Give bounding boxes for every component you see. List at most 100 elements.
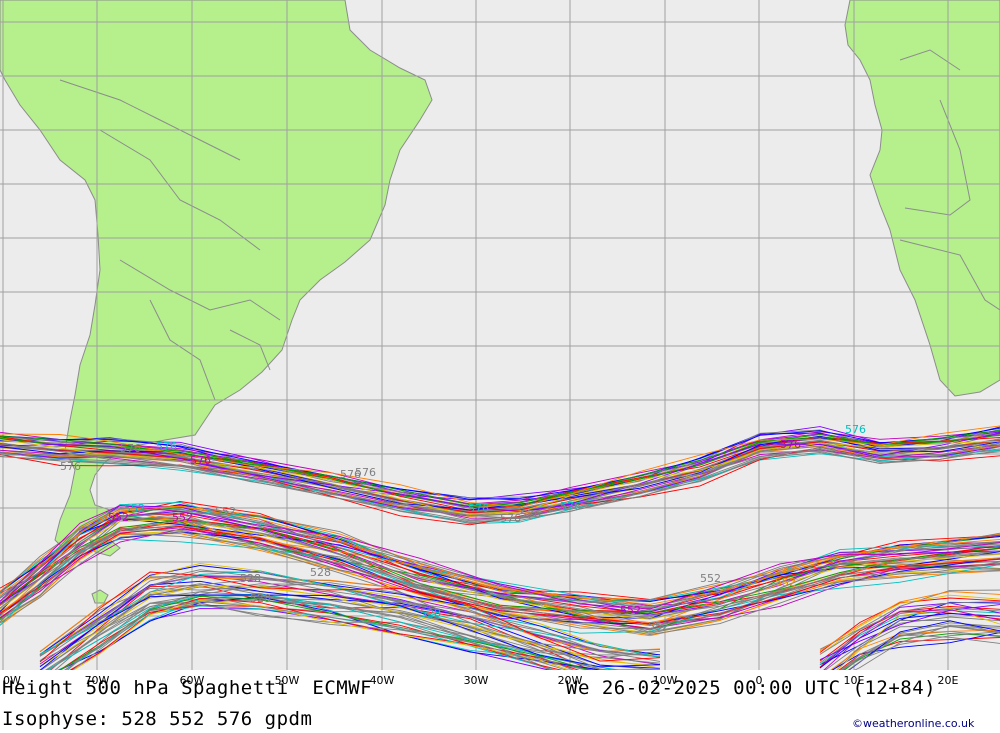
ensemble-member-line	[819, 607, 1000, 686]
contour-label: 552	[700, 572, 721, 585]
ensemble-member-line	[819, 631, 1000, 684]
contour-ensemble	[0, 425, 1000, 696]
ensemble-member-line	[0, 431, 1000, 505]
valid-time: We 26-02-2025 00:00 UTC (12+84)	[566, 677, 937, 699]
contour-label: 552	[215, 505, 236, 518]
ensemble-member-line	[819, 591, 1000, 652]
ensemble-member-line	[819, 629, 1000, 679]
ensemble-member-line	[39, 571, 661, 663]
contour-label: 528	[420, 607, 441, 620]
ensemble-member-line	[39, 569, 661, 662]
contour-label: 552	[124, 502, 145, 515]
contour-label: 576	[355, 466, 376, 479]
ensemble-member-line	[39, 594, 661, 675]
ensemble-member-line	[819, 616, 1000, 675]
ensemble-member-line	[0, 505, 1000, 610]
ensemble-member-line	[39, 585, 661, 664]
contour-label: 576	[120, 442, 141, 455]
ensemble-member-line	[0, 529, 1000, 631]
ensemble-member-line	[819, 609, 1000, 674]
ensemble-member-line	[0, 430, 1000, 505]
ensemble-member-line	[819, 604, 1000, 661]
ensemble-member-line	[819, 594, 1000, 655]
south-america-landmass	[0, 0, 433, 551]
contour-label: 528	[240, 572, 261, 585]
ensemble-member-line	[0, 427, 1000, 500]
ensemble-member-line	[0, 531, 1000, 635]
ensemble-member-line	[0, 506, 1000, 605]
ensemble-member-line	[819, 597, 1000, 653]
ensemble-member-line	[39, 585, 661, 669]
contour-label: 576	[520, 508, 541, 521]
contour-label: 576	[156, 440, 177, 453]
ensemble-member-line	[0, 438, 1000, 517]
footer-band	[0, 670, 1000, 733]
contour-label: 552	[648, 620, 669, 633]
ensemble-member-line	[0, 519, 1000, 614]
contour-label: 576	[780, 438, 801, 451]
country-borders	[59, 49, 1000, 401]
ensemble-member-line	[0, 446, 1000, 516]
contour-label: 528	[250, 592, 271, 605]
longitude-label: 40W	[370, 674, 395, 687]
ensemble-member-line	[0, 512, 1000, 604]
ensemble-member-line	[819, 602, 1000, 669]
ensemble-member-line	[819, 607, 1000, 664]
ensemble-member-line	[0, 510, 1000, 616]
ensemble-member-line	[39, 583, 661, 678]
longitude-label: 70W	[85, 674, 110, 687]
ensemble-member-line	[0, 443, 1000, 521]
longitude-labels: 0W 70W 60W 50W 40W 30W 20W 10W 0 10E 20E	[3, 674, 959, 687]
ensemble-member-line	[39, 565, 661, 656]
ensemble-member-line	[0, 519, 1000, 620]
ensemble-member-line	[0, 507, 1000, 612]
ensemble-member-line	[39, 597, 661, 692]
ensemble-member-line	[39, 600, 661, 694]
contour-label: 576	[500, 512, 521, 525]
map-title: Height 500 hPa Spaghetti ECMWF	[2, 677, 373, 699]
ensemble-member-line	[0, 528, 1000, 624]
africa-landmass	[844, 0, 1000, 397]
ensemble-member-line	[39, 580, 661, 671]
contour-label: 576	[845, 423, 866, 436]
contour-label: 576	[60, 460, 81, 473]
falkland-islands	[91, 589, 109, 604]
longitude-label: 30W	[464, 674, 489, 687]
longitude-label: 60W	[180, 674, 205, 687]
longitude-label: 50W	[275, 674, 300, 687]
ensemble-member-line	[0, 516, 1000, 619]
longitude-label: 20W	[558, 674, 583, 687]
contour-label: 552	[172, 511, 193, 524]
longitude-label: 10W	[653, 674, 678, 687]
contour-label: 576	[340, 468, 361, 481]
credit-link[interactable]: ©weatheronline.co.uk	[852, 717, 975, 730]
ensemble-member-line	[0, 531, 1000, 625]
longitude-label: 0	[756, 674, 763, 687]
ensemble-member-line	[0, 442, 1000, 515]
ensemble-member-line	[0, 520, 1000, 616]
ensemble-member-line	[39, 570, 661, 658]
contour-label: 576	[190, 454, 211, 467]
ensemble-member-line	[0, 525, 1000, 625]
ensemble-member-line	[819, 634, 1000, 692]
ensemble-member-line	[0, 505, 1000, 601]
contour-label: 552	[108, 511, 129, 524]
ensemble-member-line	[819, 620, 1000, 687]
ensemble-member-line	[0, 425, 1000, 508]
ensemble-member-line	[39, 575, 661, 653]
ensemble-member-line	[39, 593, 661, 684]
contour-label: 552	[775, 576, 796, 589]
ensemble-member-line	[819, 613, 1000, 669]
ensemble-member-line	[0, 449, 1000, 525]
contour-label: 552	[620, 604, 641, 617]
isolines-subtitle: Isophyse: 528 552 576 gpdm	[2, 708, 313, 730]
ensemble-member-line	[0, 513, 1000, 614]
longitude-label: 20E	[938, 674, 959, 687]
contour-label: 576	[560, 500, 581, 513]
contour-label: 528	[310, 566, 331, 579]
longitude-label: 0W	[3, 674, 21, 687]
ensemble-member-line	[0, 522, 1000, 624]
ensemble-member-line	[0, 428, 1000, 499]
